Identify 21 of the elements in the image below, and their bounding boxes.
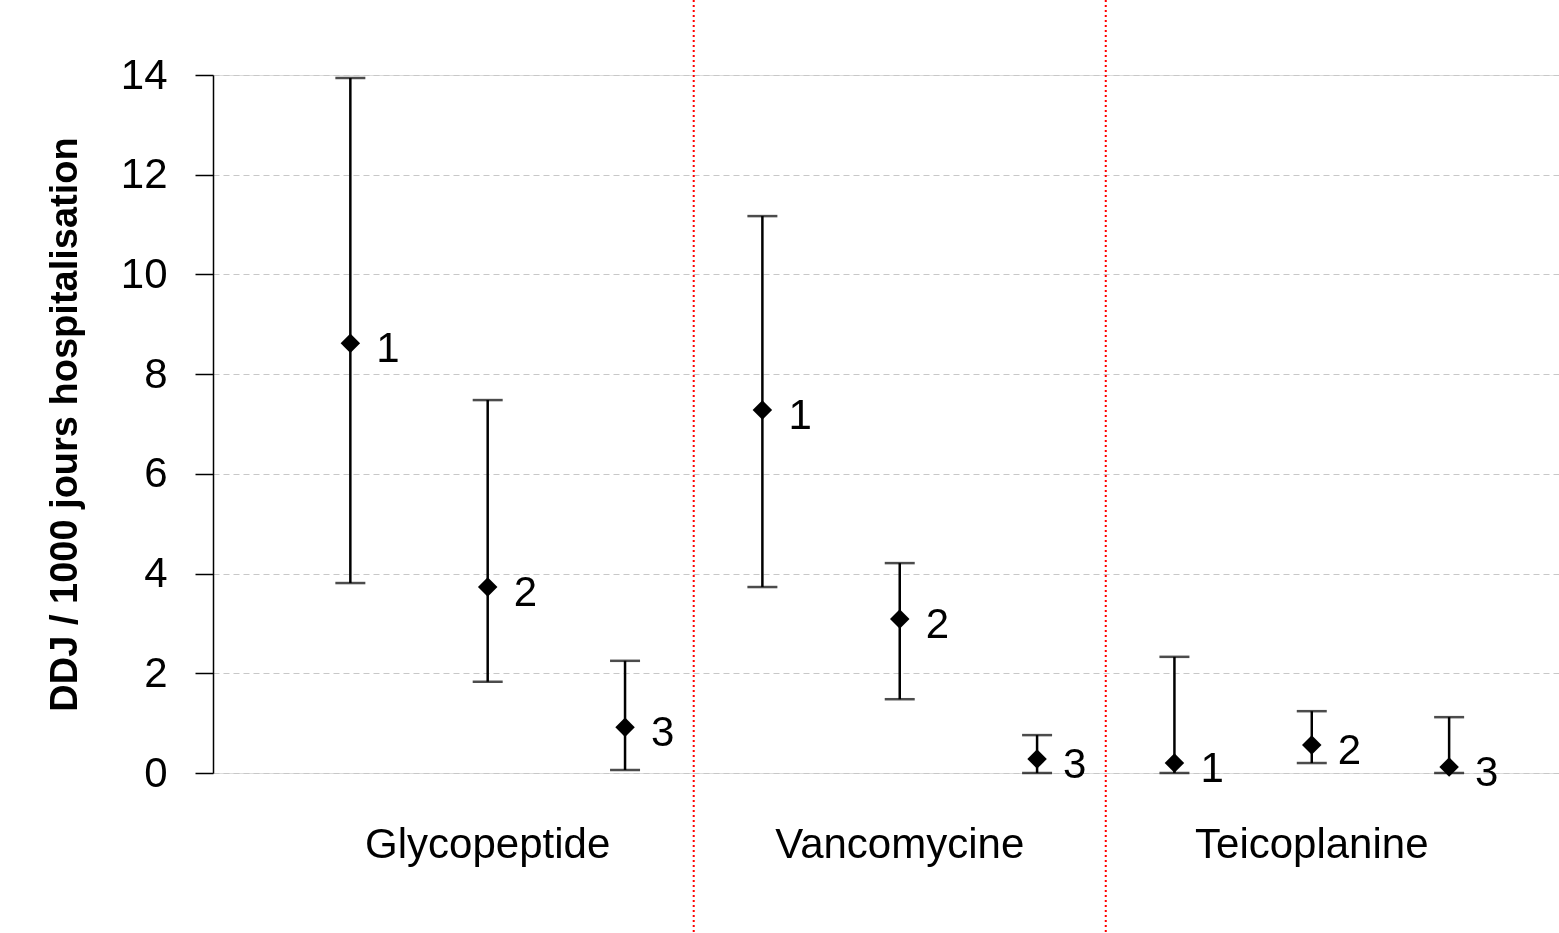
text: 2 bbox=[513, 568, 538, 616]
text: 3 bbox=[1475, 748, 1499, 796]
text: 3 bbox=[1063, 740, 1087, 788]
y-tick-label: 4 bbox=[144, 549, 168, 597]
y-tick-label: 10 bbox=[120, 249, 168, 297]
y-tick-label: 14 bbox=[120, 50, 168, 98]
series-label: 1 bbox=[1200, 744, 1224, 792]
y-tick-label: 12 bbox=[120, 150, 168, 198]
y-axis-title: DDJ / 1000 jours hospitalisation bbox=[42, 137, 85, 712]
x-tick-label: Vancomycine bbox=[775, 820, 1025, 867]
x-tick-label: Glycopeptide bbox=[365, 820, 611, 867]
series-label: 3 bbox=[651, 708, 675, 756]
y-tick-label: 6 bbox=[144, 449, 168, 497]
text: 1 bbox=[788, 391, 812, 439]
x-tick-label: Teicoplanine bbox=[1195, 820, 1429, 867]
y-tick-label: 0 bbox=[144, 748, 168, 796]
y-tick-label: 8 bbox=[144, 349, 168, 397]
series-label: 2 bbox=[925, 599, 950, 647]
text: 1 bbox=[376, 324, 400, 372]
text: 2 bbox=[1337, 726, 1362, 774]
y-tick-label: 2 bbox=[144, 648, 168, 696]
